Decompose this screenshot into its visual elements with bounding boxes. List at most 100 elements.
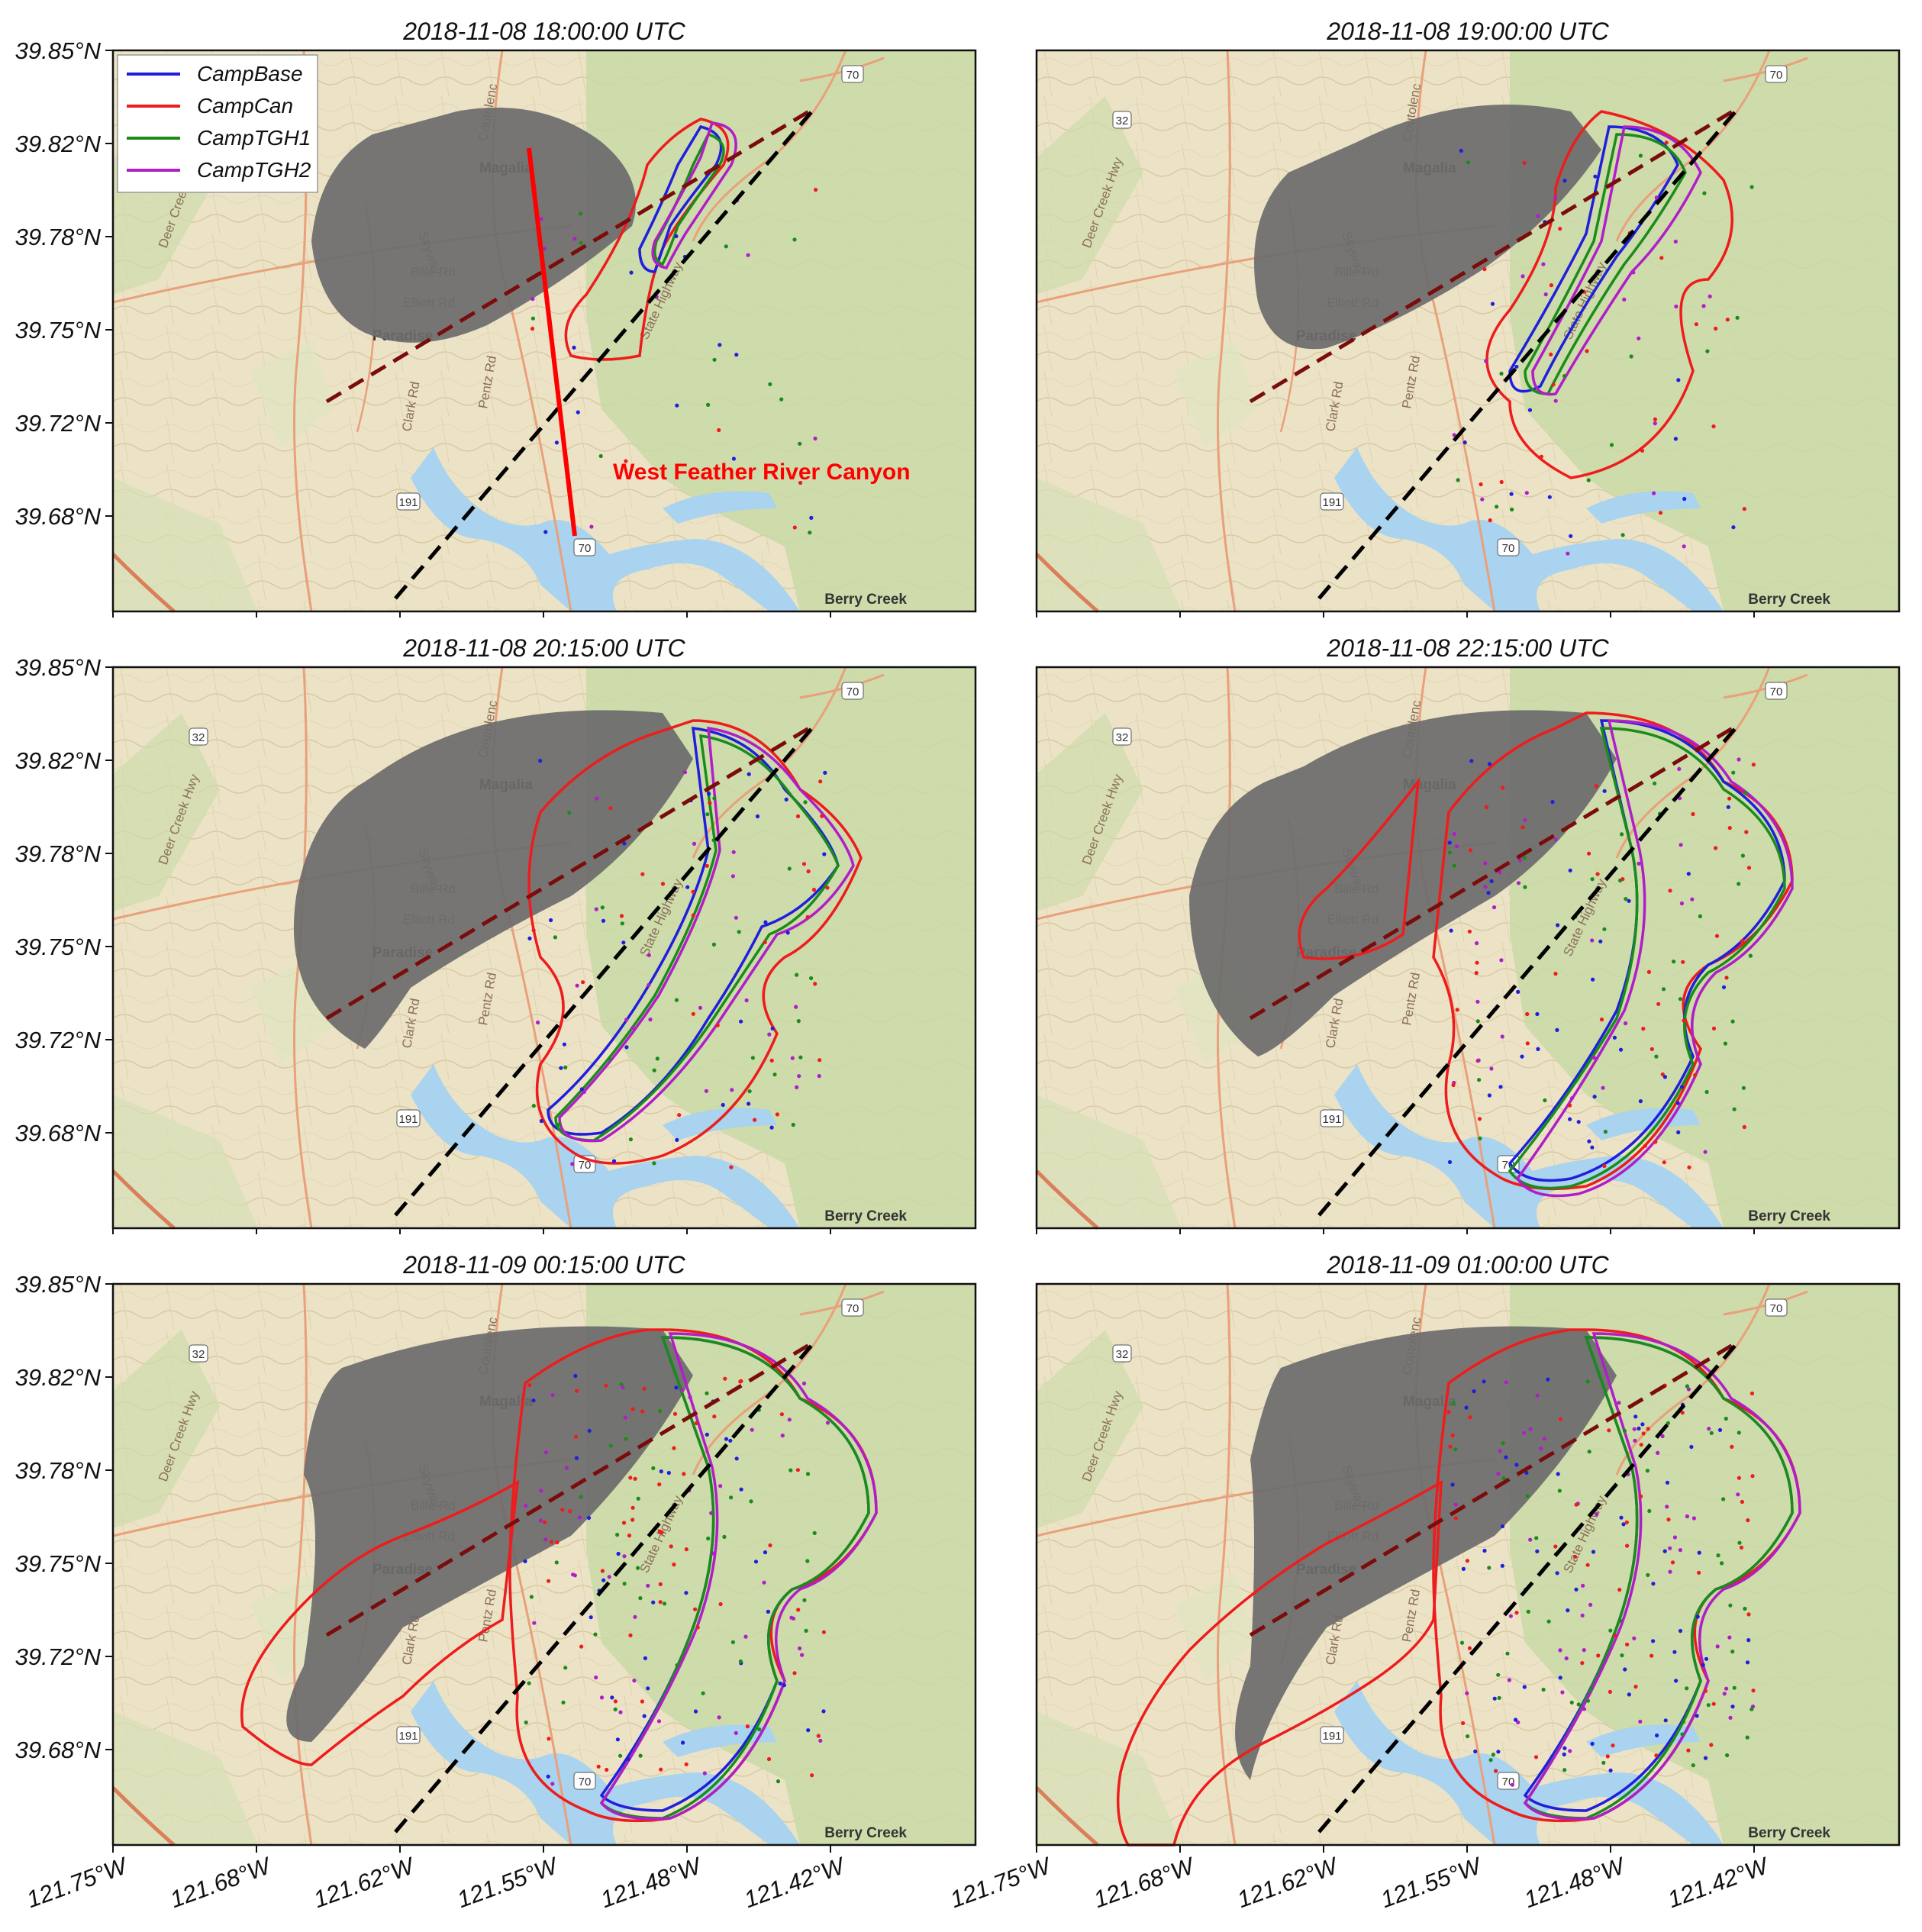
spot-fire <box>1722 1692 1727 1696</box>
spot-fire <box>1535 1549 1540 1553</box>
spot-fire <box>1522 1685 1527 1689</box>
spot-fire <box>1708 294 1712 298</box>
spot-fire <box>1543 292 1548 297</box>
spot-fire <box>674 998 679 1002</box>
spot-fire <box>762 1580 766 1585</box>
spot-fire <box>1468 1415 1472 1420</box>
lat-tick-label: 39.75°N <box>15 934 102 960</box>
spot-fire <box>549 918 553 923</box>
spot-fire <box>1496 1750 1501 1754</box>
spot-fire <box>1625 1642 1630 1647</box>
spot-fire <box>1555 1027 1559 1032</box>
spot-fire <box>766 1756 772 1762</box>
spot-fire <box>1525 1494 1530 1498</box>
spot-fire <box>1487 1093 1491 1098</box>
spot-fire <box>1461 1566 1466 1571</box>
spot-fire <box>1676 378 1681 382</box>
spot-fire <box>1576 1120 1581 1124</box>
spot-fire <box>770 1026 775 1031</box>
spot-fire <box>795 972 799 977</box>
spot-fire <box>730 1640 736 1644</box>
spot-fire <box>1693 1072 1698 1078</box>
spot-fire <box>672 1446 676 1450</box>
spot-fire <box>1620 832 1624 837</box>
spot-fire <box>1446 1410 1451 1414</box>
spot-fire <box>805 914 810 919</box>
perimeter-red-west <box>240 1479 520 1766</box>
spot-fire <box>1562 179 1567 183</box>
spot-fire <box>1689 1444 1694 1450</box>
lon-tick-label: 121.75°W <box>946 1852 1056 1914</box>
spot-fire <box>630 1407 635 1411</box>
spot-fire <box>792 1671 797 1676</box>
lat-tick-label: 39.85°N <box>15 1271 102 1298</box>
spot-fire <box>1641 1027 1646 1031</box>
spot-fire <box>1730 1705 1735 1709</box>
spot-fire <box>620 921 624 926</box>
spot-fire <box>702 1771 707 1776</box>
lon-tick-label: 121.42°W <box>740 1852 850 1914</box>
spot-fire <box>1587 851 1591 856</box>
spot-fire <box>651 1600 656 1605</box>
spot-fire <box>1679 1085 1684 1089</box>
spot-fire <box>1662 1160 1666 1165</box>
spot-fire <box>1637 1426 1641 1430</box>
spot-fire <box>1467 929 1472 934</box>
lat-tick-label: 39.75°N <box>15 317 102 344</box>
spot-fire <box>1464 1405 1469 1410</box>
spot-fire <box>1559 1417 1563 1421</box>
spot-fire <box>1593 174 1598 179</box>
spot-fire <box>1665 1480 1670 1485</box>
spot-fire <box>1691 811 1695 817</box>
spot-fire <box>1676 1130 1681 1134</box>
spot-fire <box>1749 185 1754 189</box>
spot-fire <box>1453 1502 1458 1507</box>
spot-fire <box>691 889 695 894</box>
spot-fire <box>1602 1163 1607 1169</box>
spot-fire <box>763 940 767 944</box>
spot-fire <box>796 1608 801 1612</box>
spot-fire <box>1589 1687 1594 1692</box>
spot-fire <box>1558 1676 1562 1680</box>
spot-fire <box>1447 1160 1453 1164</box>
spot-fire <box>825 1421 830 1425</box>
spot-fire <box>1567 1103 1572 1108</box>
burned-area <box>1235 1326 1617 1780</box>
spot-fire <box>705 1432 709 1437</box>
spot-fire <box>589 524 594 529</box>
spot-fire <box>1524 1470 1529 1475</box>
spot-fire <box>589 1615 593 1620</box>
cross-section-dark <box>325 105 817 404</box>
spot-fire <box>1525 1011 1530 1017</box>
spot-fire <box>731 456 737 461</box>
spot-fire <box>577 1515 582 1520</box>
spot-fire <box>682 770 688 775</box>
spot-fire <box>684 1762 689 1766</box>
spot-fire <box>738 1659 743 1664</box>
spot-fire <box>628 1476 633 1480</box>
spot-fire <box>693 1607 698 1611</box>
spot-fire <box>579 1087 584 1092</box>
spot-fire <box>557 1122 562 1127</box>
perimeter-purple <box>1523 1332 1801 1821</box>
spot-fire <box>1650 1653 1654 1658</box>
spot-fire <box>1596 1653 1601 1658</box>
spot-fire <box>1728 1715 1733 1720</box>
lat-tick-label: 39.82°N <box>15 1364 102 1391</box>
spot-fire <box>769 1058 774 1063</box>
spot-fire <box>539 1118 544 1124</box>
spot-fire <box>1743 1606 1747 1611</box>
spot-fire <box>780 1434 785 1438</box>
spot-fire <box>1727 796 1732 801</box>
spot-fire <box>1685 1686 1689 1691</box>
spot-fire <box>1714 326 1718 331</box>
spot-fire <box>1494 1769 1498 1773</box>
spot-fire <box>587 1428 592 1433</box>
spot-fire <box>1607 1428 1611 1433</box>
spot-fire <box>767 1032 772 1037</box>
lat-tick-label: 39.68°N <box>15 1120 102 1147</box>
spot-fire <box>621 1521 627 1525</box>
lon-tick-label: 121.68°W <box>166 1852 276 1914</box>
spot-fire <box>1731 525 1736 530</box>
